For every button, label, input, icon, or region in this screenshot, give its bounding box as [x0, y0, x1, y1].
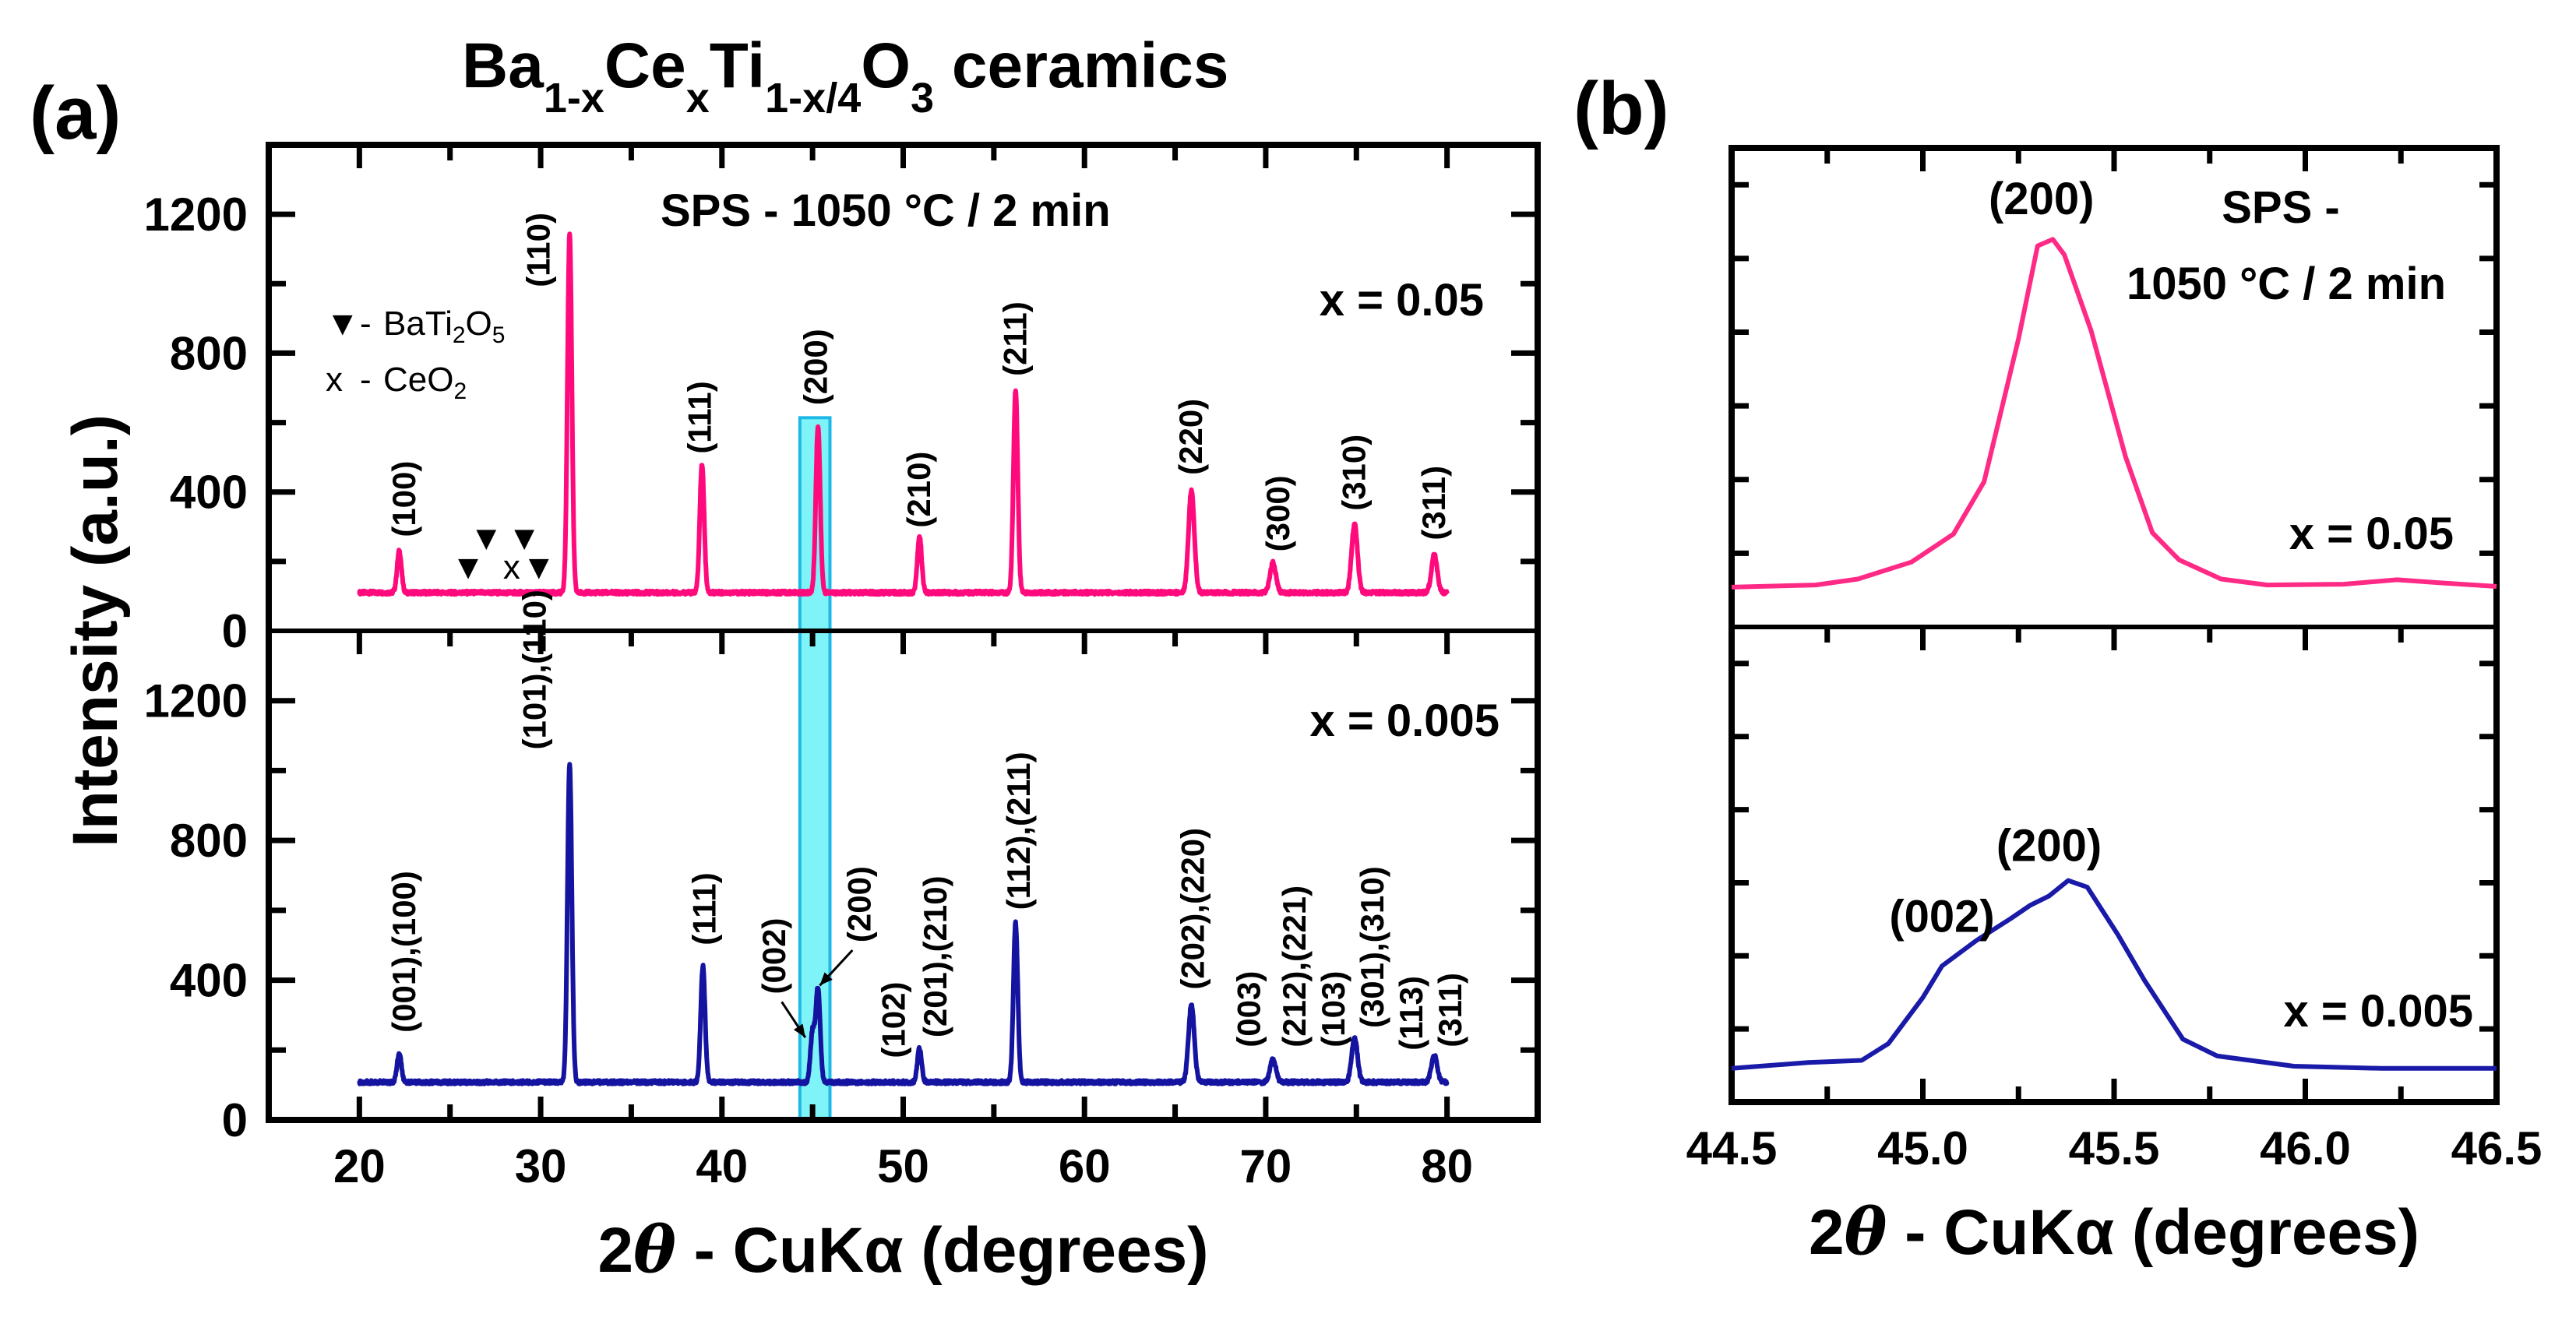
- x-tick-label: 80: [1421, 1140, 1473, 1192]
- peak-label: (112),(211): [1000, 752, 1037, 910]
- y-axis-title: Intensity (a.u.): [60, 414, 131, 847]
- legend-dash: -: [360, 305, 372, 343]
- series-line-x-0.005: [1731, 878, 2497, 1071]
- peak-label: (310): [1336, 435, 1373, 511]
- peak-label: (201),(210): [917, 875, 953, 1037]
- y-tick-label: 800: [170, 327, 248, 379]
- x-tick-label: 46.0: [2260, 1122, 2351, 1174]
- peak-label: (220): [1172, 399, 1209, 475]
- peak-label: (101),(110): [516, 590, 553, 749]
- peak-label: (100): [386, 461, 422, 537]
- peak-label: (001),(100): [386, 871, 422, 1033]
- peak-label: (113): [1393, 976, 1429, 1051]
- x-axis-title: 2θ - CuKα (degrees): [1809, 1195, 2419, 1269]
- legend-label: CeO2: [383, 361, 467, 404]
- axes-frame-a: [266, 142, 1541, 1123]
- peak-label: (103): [1315, 971, 1351, 1048]
- y-tick-label: 400: [170, 955, 248, 1007]
- condition-label-line1: SPS -: [2222, 182, 2340, 233]
- legend-symbol: x: [326, 361, 343, 399]
- panel-a: 20 30 40 50 60 70 80 2θ - CuKα (degrees) 0 0 400 40…: [60, 142, 1541, 1287]
- impurity-marker: ▼: [469, 519, 503, 557]
- x-tick-label: 30: [515, 1140, 567, 1192]
- panel-b: 44.5 45.0 45.5 46.0 46.5 2θ - CuKα (degrees) (…: [1686, 145, 2543, 1269]
- peak-label: (200): [797, 329, 833, 405]
- y-tick-label: 400: [170, 467, 248, 519]
- x-tick-label: 50: [877, 1140, 929, 1192]
- y-tick-label: 0: [222, 605, 248, 657]
- x-tick-label: 60: [1059, 1140, 1111, 1192]
- series-line-x-0.05: [357, 231, 1450, 597]
- peak-label: (202),(220): [1175, 828, 1211, 990]
- peak-label: (003): [1231, 971, 1267, 1048]
- y-tick-label: 0: [222, 1094, 248, 1146]
- impurity-marker: ▼: [451, 548, 485, 586]
- peak-label: (200): [1989, 174, 2094, 224]
- x-tick-label: 20: [333, 1140, 386, 1192]
- peak-label: (200): [1996, 820, 2102, 871]
- peak-label: (212),(221): [1276, 886, 1313, 1048]
- series-line-x-0.005: [357, 762, 1450, 1086]
- x-tick-label: 40: [696, 1140, 748, 1192]
- arrow-head-icon: [819, 972, 833, 986]
- legend-label: BaTi2O5: [383, 305, 505, 348]
- peak-label: (210): [900, 452, 937, 528]
- peak-label: (311): [1432, 973, 1468, 1048]
- peak-label: (110): [520, 213, 556, 287]
- condition-label: SPS - 1050 °C / 2 min: [661, 185, 1111, 236]
- peak-label: (200): [840, 866, 877, 942]
- y-tick-label: 1200: [144, 675, 248, 727]
- y-tick-label: 1200: [144, 188, 248, 241]
- condition-label-line2: 1050 °C / 2 min: [2127, 259, 2446, 309]
- x-tick-label: 45.5: [2069, 1122, 2160, 1174]
- legend-symbol: ▼: [326, 305, 360, 343]
- series-line-x-0.05: [1731, 237, 2497, 590]
- x-tick-label: 45.0: [1877, 1122, 1968, 1174]
- impurity-marker: ▼: [507, 519, 541, 557]
- impurity-marker: x: [503, 548, 520, 586]
- x-axis-title: 2θ - CuKα (degrees): [597, 1213, 1208, 1287]
- series-label: x = 0.005: [1310, 695, 1500, 746]
- peak-label: (002): [1889, 891, 1994, 942]
- panel-label-b: (b): [1573, 67, 1669, 150]
- x-tick-label: 46.5: [2451, 1122, 2543, 1174]
- axes-frame-b: [1728, 145, 2500, 1105]
- legend-dash: -: [360, 361, 372, 399]
- panel-label-a: (a): [30, 72, 121, 155]
- y-tick-label: 800: [170, 815, 248, 867]
- peak-label: (002): [756, 917, 792, 994]
- peak-label: (111): [686, 872, 723, 945]
- peak-label: (300): [1260, 475, 1296, 551]
- arrow-head-icon: [793, 1023, 805, 1038]
- peak-label: (102): [876, 982, 912, 1058]
- figure-title: Ba1-xCexTi1-x/4O3 ceramics: [462, 30, 1229, 121]
- peak-label: (311): [1415, 466, 1452, 541]
- series-label: x = 0.005: [2284, 986, 2474, 1037]
- series-label: x = 0.05: [2289, 509, 2454, 559]
- x-tick-label: 70: [1240, 1140, 1292, 1192]
- series-label: x = 0.05: [1320, 275, 1484, 326]
- x-tick-label: 44.5: [1686, 1122, 1778, 1174]
- peak-label: (301),(310): [1354, 866, 1390, 1028]
- impurity-marker: ▼: [522, 548, 556, 586]
- peak-label: (211): [996, 301, 1033, 376]
- peak-label: (111): [682, 381, 718, 453]
